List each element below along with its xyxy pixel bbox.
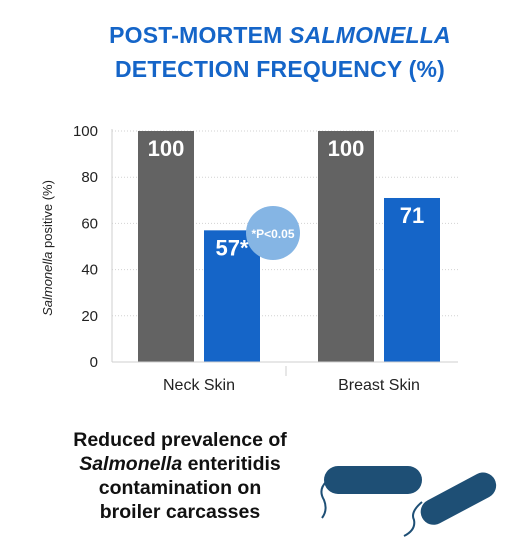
chart-title: POST-MORTEM SALMONELLA DETECTION FREQUEN… — [60, 18, 500, 86]
significance-badge — [246, 206, 300, 260]
chart-title-line2: DETECTION FREQUENCY (%) — [114, 56, 446, 82]
x-category-label: Neck Skin — [163, 377, 235, 394]
bar-value-label: 100 — [148, 136, 185, 161]
bacteria-flagellum-1 — [320, 481, 327, 519]
significance-badge-text: *P<0.05 — [251, 227, 294, 241]
bar-value-label: 71 — [400, 203, 424, 228]
chart-title-line1: POST-MORTEM SALMONELLA — [60, 18, 500, 52]
bacteria-body-1 — [324, 466, 422, 494]
y-tick-label: 40 — [81, 262, 98, 279]
bacteria-illustration-icon — [320, 466, 497, 537]
y-axis-title: Salmonella positive (%) — [40, 180, 55, 316]
chart-title-italic: SALMONELLA — [289, 22, 451, 48]
bacteria-body-2 — [420, 472, 497, 525]
bacteria-flagellum-2 — [403, 501, 423, 537]
bar — [204, 230, 260, 362]
caption-line4: broiler carcasses — [99, 501, 261, 523]
caption-line2-rest: enteritidis — [182, 453, 281, 475]
y-tick-label: 60 — [81, 215, 98, 232]
caption: Reduced prevalence of Salmonella enterit… — [40, 428, 320, 524]
bar-value-label: 100 — [328, 136, 365, 161]
caption-italic: Salmonella — [79, 453, 183, 475]
bar-chart: 0 20 40 60 80 100 Salmonella positive (%) 100 57… — [40, 123, 458, 394]
y-tick-label: 100 — [73, 123, 98, 140]
bar — [318, 131, 374, 362]
y-tick-label: 20 — [81, 308, 98, 325]
caption-line1: Reduced prevalence of — [73, 429, 287, 451]
caption-line3: contamination on — [98, 477, 262, 499]
bar — [138, 131, 194, 362]
chart-title-prefix: POST-MORTEM — [109, 22, 290, 48]
y-tick-label: 80 — [81, 169, 98, 186]
bar — [384, 197, 440, 362]
x-category-label: Breast Skin — [338, 377, 420, 394]
bar-value-label: 57* — [215, 235, 248, 260]
y-tick-label: 0 — [90, 354, 98, 371]
caption-line2: Salmonella enteritidis — [40, 452, 320, 476]
